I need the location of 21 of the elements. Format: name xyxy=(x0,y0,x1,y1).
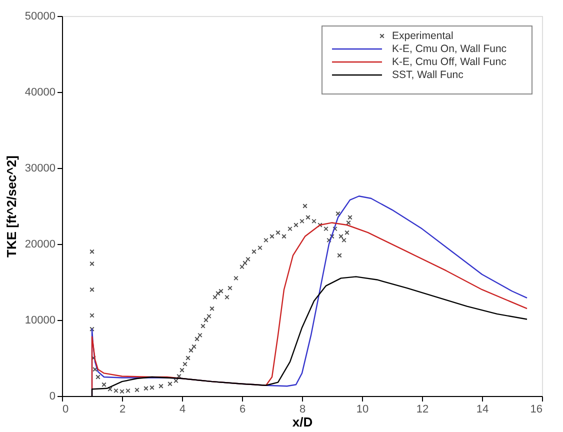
x-tick-label: 8 xyxy=(299,404,306,416)
x-tick-label: 16 xyxy=(530,404,542,416)
y-tick-label: 10000 xyxy=(24,314,56,326)
x-tick-label: 10 xyxy=(356,404,369,416)
x-tick-label: 6 xyxy=(239,404,246,416)
legend-label: SST, Wall Func xyxy=(392,69,464,81)
x-tick-label: 14 xyxy=(476,404,489,416)
y-tick-label: 0 xyxy=(49,390,56,402)
legend-label: K-E, Cmu Off, Wall Func xyxy=(392,56,506,68)
legend-label: Experimental xyxy=(392,30,454,42)
x-axis-title: x/D xyxy=(292,414,313,430)
legend-label: K-E, Cmu On, Wall Func xyxy=(392,43,507,55)
y-tick-label: 50000 xyxy=(24,10,56,22)
y-tick-label: 30000 xyxy=(24,162,56,174)
x-tick-label: 0 xyxy=(62,404,69,416)
x-tick-label: 2 xyxy=(119,404,126,416)
y-tick-label: 20000 xyxy=(24,238,56,250)
x-tick-label: 12 xyxy=(416,404,429,416)
x-tick-label: 4 xyxy=(179,404,186,416)
y-tick-label: 40000 xyxy=(24,86,56,98)
y-axis-title: TKE [ft^2/sec^2] xyxy=(4,156,19,258)
